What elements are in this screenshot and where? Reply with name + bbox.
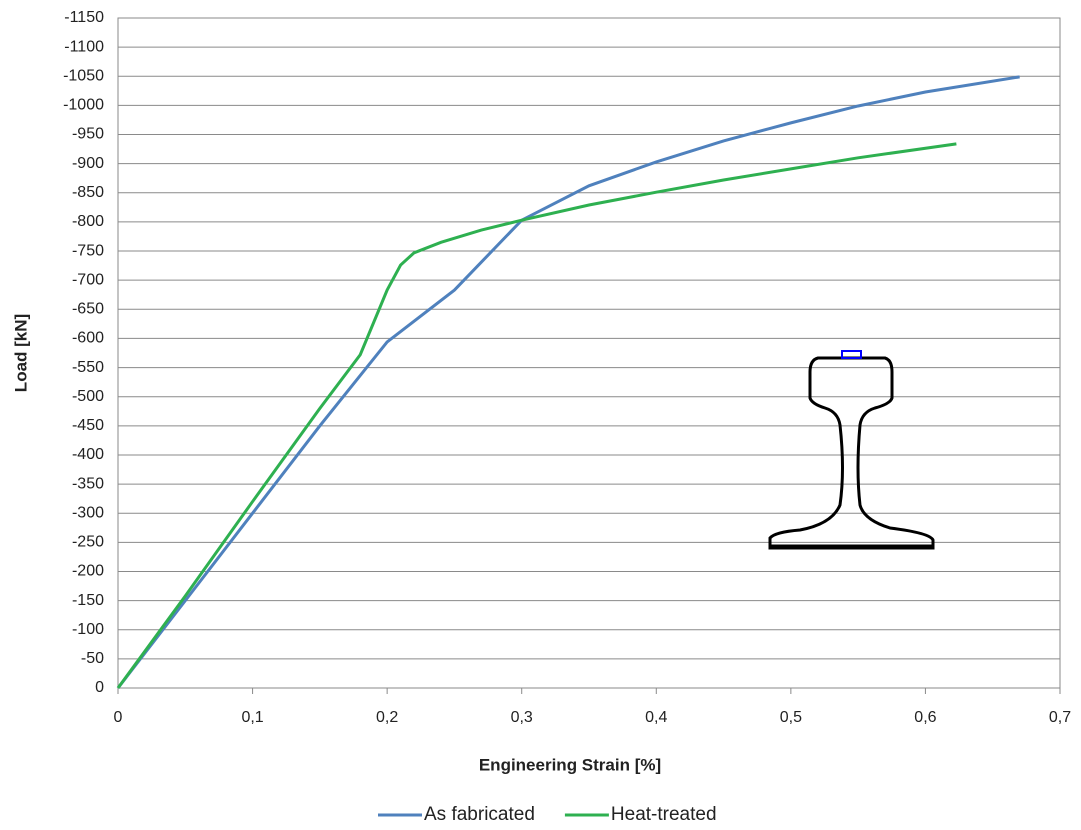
y-tick-label: -1050	[63, 67, 104, 84]
y-tick-label: -700	[72, 271, 104, 288]
x-tick-label: 0,2	[376, 709, 398, 726]
legend-label: As fabricated	[424, 804, 535, 825]
y-tick-label: -100	[72, 621, 104, 638]
x-tick-label: 0,7	[1049, 709, 1071, 726]
y-tick-label: -300	[72, 504, 104, 521]
x-tick-label: 0,4	[645, 709, 667, 726]
y-tick-label: -1000	[63, 97, 104, 114]
x-tick-label: 0,3	[511, 709, 533, 726]
y-tick-label: -200	[72, 563, 104, 580]
y-tick-label: -1100	[64, 38, 104, 55]
y-tick-label: -950	[72, 126, 104, 143]
x-tick-label: 0,1	[241, 709, 263, 726]
y-tick-label: -650	[72, 301, 104, 318]
x-tick-label: 0,6	[914, 709, 936, 726]
y-tick-label: -400	[72, 446, 104, 463]
y-tick-label: -150	[72, 592, 104, 609]
y-tick-label: -900	[72, 155, 104, 172]
y-tick-label: -250	[72, 534, 104, 551]
y-tick-label: -750	[72, 242, 104, 259]
rail-profile	[768, 356, 935, 550]
y-tick-label: -850	[72, 184, 104, 201]
x-tick-label: 0,5	[780, 709, 802, 726]
strain-gauge-marker	[841, 350, 862, 359]
y-tick-label: -50	[81, 650, 104, 667]
y-axis-title: Load [kN]	[11, 314, 30, 392]
y-tick-label: -450	[72, 417, 104, 434]
y-tick-label: -800	[72, 213, 104, 230]
y-tick-label: 0	[95, 679, 104, 696]
y-tick-label: -550	[72, 359, 104, 376]
plot-border	[117, 17, 1061, 689]
y-tick-label: -1150	[64, 9, 104, 26]
x-axis-title: Engineering Strain [%]	[479, 755, 661, 774]
y-tick-label: -600	[72, 330, 104, 347]
y-tick-label: -500	[72, 388, 104, 405]
series-line	[116, 75, 1020, 689]
series-line	[116, 142, 957, 689]
y-tick-label: -350	[72, 475, 104, 492]
legend-label: Heat-treated	[611, 804, 717, 825]
x-tick-label: 0	[114, 709, 123, 726]
